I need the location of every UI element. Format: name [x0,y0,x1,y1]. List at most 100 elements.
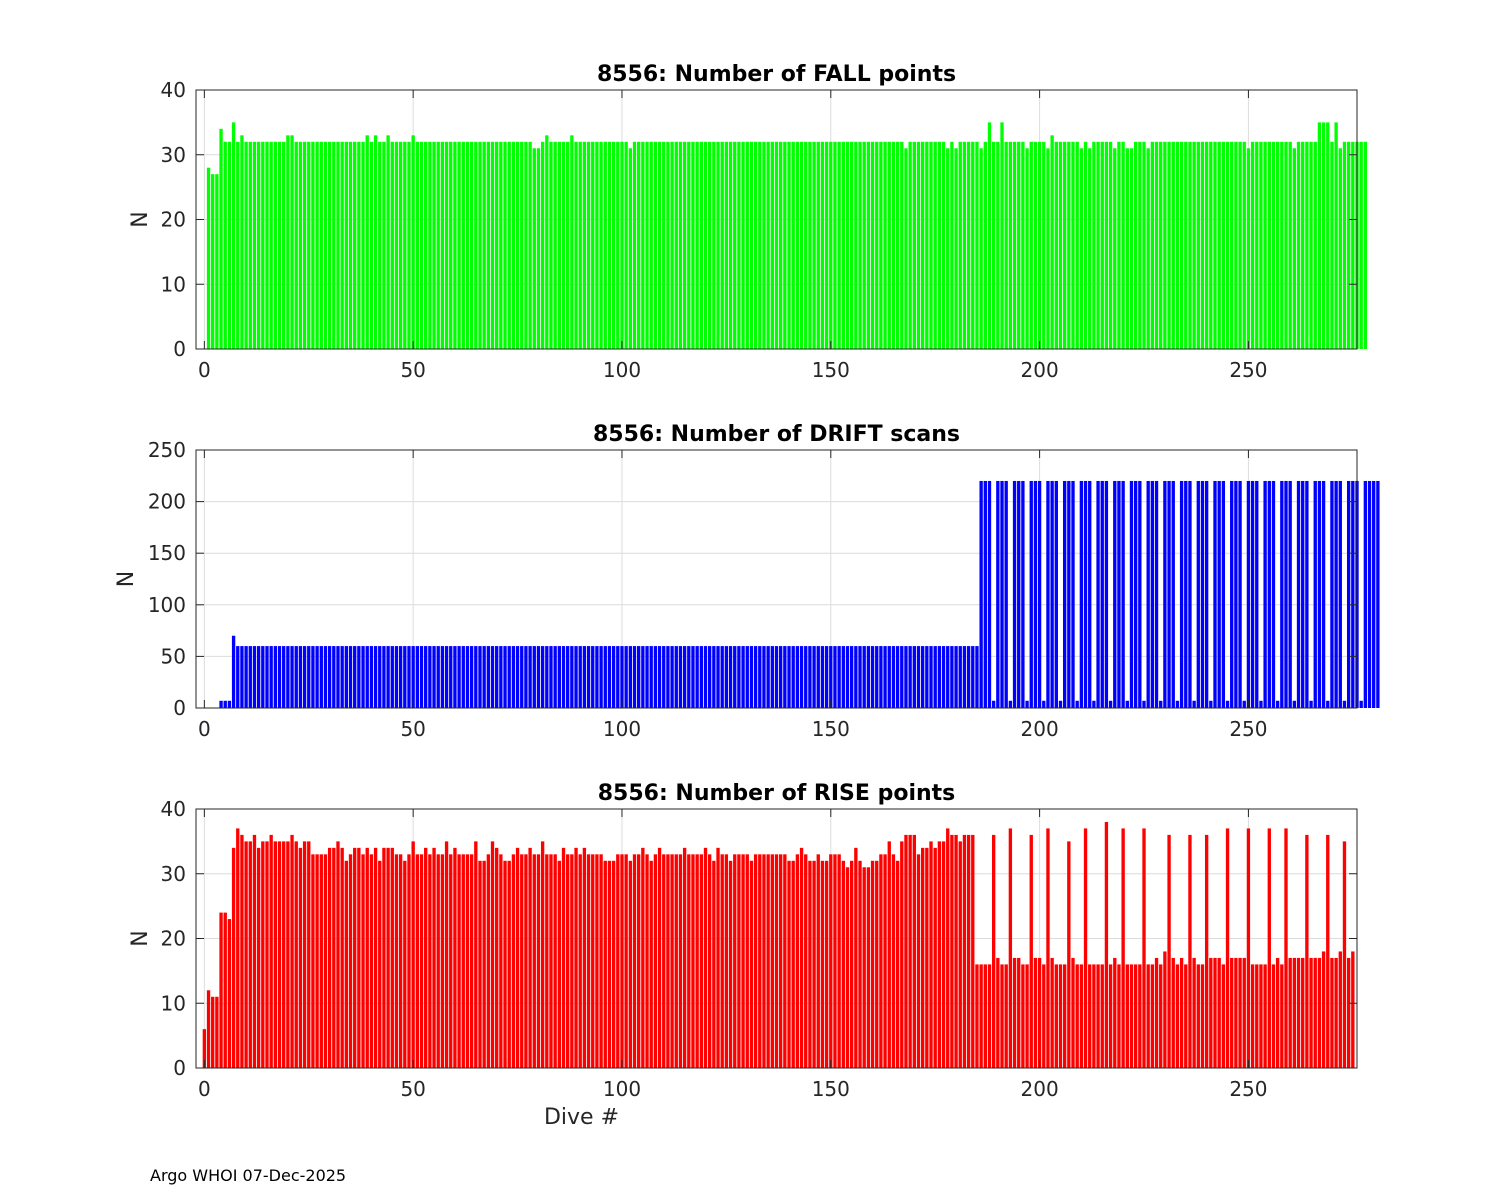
fall-bar [1242,141,1246,349]
rise-bar [1008,828,1013,1068]
rise-bar [1200,964,1205,1068]
rise-bar [887,841,891,1069]
drift-bar [1025,700,1029,708]
fall-bar [912,141,916,349]
fall-bar [1359,141,1363,349]
drift-bar [1255,480,1259,708]
drift-bar [1083,480,1088,708]
rise-bar [728,860,733,1068]
rise-bar [394,854,399,1068]
fall-bar [1267,141,1271,349]
drift-bar [1171,480,1175,708]
fall-x-tick-label: 100 [603,358,641,382]
drift-bar [987,480,992,708]
drift-bar [382,646,386,708]
rise-bar [962,834,967,1068]
rise-bar [1167,834,1171,1068]
rise-bar [520,854,524,1068]
fall-bar [582,141,587,349]
fall-bar [403,141,407,349]
fall-bar [1184,141,1188,349]
drift-bar [841,646,845,708]
rise-bar [941,841,946,1069]
drift-bar [1046,480,1050,708]
drift-bar [937,646,942,708]
fall-bar [603,141,607,349]
rise-x-tick-label: 50 [400,1077,425,1101]
rise-bar [453,847,457,1068]
drift-bar [904,646,908,708]
drift-bar [1129,480,1134,708]
drift-x-tick-label: 100 [603,717,641,741]
fall-bar [1292,148,1297,349]
rise-bar [252,834,257,1068]
drift-bar [428,646,432,708]
rise-bar [1071,957,1075,1068]
rise-bar [921,847,925,1068]
rise-bar [595,854,599,1068]
fall-bar [549,141,553,349]
drift-bar [649,646,653,708]
fall-bar [891,141,896,349]
drift-bar [866,646,871,708]
fall-bar [557,141,561,349]
drift-bar [716,646,720,708]
fall-bar [240,135,244,349]
rise-bar [1079,964,1084,1068]
rise-bar [691,854,695,1068]
drift-bar [975,646,979,708]
fall-bar [378,141,382,349]
rise-bar [991,834,996,1068]
fall-bar [1259,141,1263,349]
rise-bar [440,854,445,1068]
rise-bar [682,847,687,1068]
fall-bar [524,141,528,349]
drift-bar [378,646,382,708]
fall-bar [344,141,349,349]
drift-bar [712,646,716,708]
rise-bar [979,964,983,1068]
rise-bar [966,834,971,1068]
rise-bar [236,828,240,1068]
rise-bar [875,860,879,1068]
rise-bar [361,854,365,1068]
drift-bar [1196,480,1200,708]
drift-bar [1242,700,1246,708]
rise-bar [1004,964,1008,1068]
rise-bar [908,834,912,1068]
rise-bar [219,912,223,1068]
drift-bar [557,646,561,708]
drift-bar [1113,480,1117,708]
fall-bar [311,141,315,349]
fall-bar [206,167,211,349]
rise-bar [862,867,866,1068]
drift-bar [662,646,666,708]
drift-bar [682,646,687,708]
drift-bar [962,646,967,708]
drift-bar [687,646,691,708]
drift-bar [540,646,545,708]
fall-bar [1079,148,1084,349]
rise-bar [996,957,1000,1068]
fall-bar [599,141,603,349]
rise-bar [641,847,645,1068]
drift-bar [1267,480,1271,708]
drift-bar [1230,480,1234,708]
rise-bar [1133,964,1138,1068]
fall-bar [879,141,883,349]
rise-bar [1221,964,1226,1068]
drift-bar [875,646,879,708]
drift-bar [582,646,587,708]
fall-bar [327,141,332,349]
rise-bar [666,854,670,1068]
rise-bar [566,854,570,1068]
drift-bar [787,646,791,708]
fall-bar [244,141,248,349]
fall-bar [862,141,866,349]
drift-bar [386,646,390,708]
drift-bar [1075,700,1079,708]
rise-bar [841,860,845,1068]
drift-bar [691,646,695,708]
drift-bar [461,646,465,708]
